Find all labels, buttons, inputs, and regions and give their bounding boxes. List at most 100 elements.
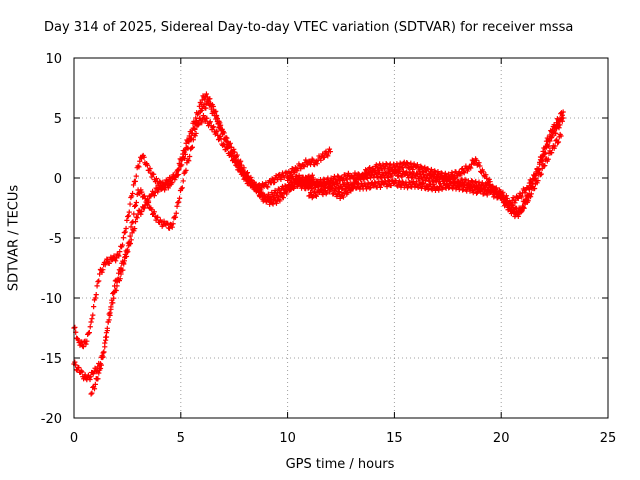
data-point [78, 368, 84, 374]
data-point [102, 262, 108, 268]
data-point [267, 196, 273, 202]
data-point [537, 159, 543, 165]
data-point [203, 105, 209, 111]
data-point [306, 185, 312, 191]
data-point [525, 192, 532, 198]
data-point [372, 179, 378, 185]
data-point [95, 376, 101, 382]
data-point [129, 190, 136, 197]
data-point [82, 338, 88, 344]
data-point [256, 189, 262, 195]
data-point [194, 121, 201, 127]
data-point [100, 267, 106, 273]
data-point [88, 319, 94, 325]
data-point [153, 176, 159, 182]
data-point [294, 173, 300, 179]
data-point [245, 174, 251, 180]
data-point [230, 156, 236, 163]
data-point [522, 190, 528, 196]
data-point [358, 183, 364, 189]
data-point [273, 200, 280, 206]
data-point [436, 187, 442, 193]
data-point [122, 229, 128, 235]
data-point [244, 173, 250, 179]
data-point [234, 152, 240, 158]
data-point [107, 310, 113, 316]
data-point [127, 233, 133, 239]
data-point [547, 132, 553, 138]
data-point [433, 179, 439, 185]
data-point [104, 327, 110, 334]
data-point [463, 163, 469, 169]
data-point [279, 194, 286, 200]
data-point [172, 177, 178, 183]
data-point [98, 362, 104, 368]
data-point [179, 185, 185, 191]
data-point [204, 115, 210, 121]
data-point [234, 159, 241, 165]
data-point [161, 218, 167, 224]
data-point [309, 172, 315, 178]
data-point [456, 181, 462, 187]
data-point [264, 198, 270, 204]
data-point [446, 185, 452, 191]
data-point [528, 184, 534, 190]
data-point [500, 194, 506, 201]
data-point [512, 200, 518, 206]
data-point [549, 149, 555, 156]
data-point [95, 364, 101, 370]
data-point [217, 122, 224, 128]
data-point [559, 112, 565, 118]
data-point [91, 303, 97, 310]
data-point [398, 161, 404, 167]
data-point [395, 166, 402, 172]
data-point [464, 168, 471, 174]
data-point [86, 330, 92, 336]
data-point [214, 115, 220, 122]
data-point [116, 267, 122, 273]
data-point [473, 190, 480, 196]
data-point [138, 211, 144, 217]
data-point [536, 166, 542, 172]
data-point [198, 107, 204, 113]
data-point [270, 194, 277, 200]
data-point [87, 376, 93, 383]
data-point [318, 157, 324, 163]
data-point [278, 176, 284, 183]
data-point [354, 180, 361, 187]
data-point [93, 292, 99, 298]
data-point [127, 201, 133, 207]
data-point [311, 162, 318, 168]
y-tick-label: -10 [41, 292, 62, 307]
data-point [301, 164, 307, 170]
data-point [480, 169, 486, 175]
data-point [181, 155, 188, 162]
data-point [469, 178, 475, 184]
data-point [189, 130, 195, 136]
data-point [531, 176, 538, 182]
data-point [127, 240, 133, 247]
data-point [558, 110, 565, 116]
data-point [354, 179, 360, 186]
data-point [174, 203, 180, 209]
data-point [288, 179, 294, 186]
data-point [168, 179, 175, 185]
data-point [325, 153, 331, 159]
data-point [102, 344, 108, 350]
data-point [500, 189, 506, 195]
data-point [332, 187, 338, 193]
data-point [271, 179, 278, 185]
data-point [251, 184, 257, 190]
x-tick-label: 15 [386, 431, 403, 446]
data-point [130, 182, 137, 188]
data-point [144, 162, 151, 168]
data-point [510, 206, 516, 212]
data-point [207, 96, 213, 102]
data-point [99, 269, 105, 275]
data-point [403, 170, 409, 176]
data-point [455, 173, 461, 179]
data-point [115, 252, 121, 258]
data-point [377, 184, 384, 190]
data-point [428, 166, 434, 173]
